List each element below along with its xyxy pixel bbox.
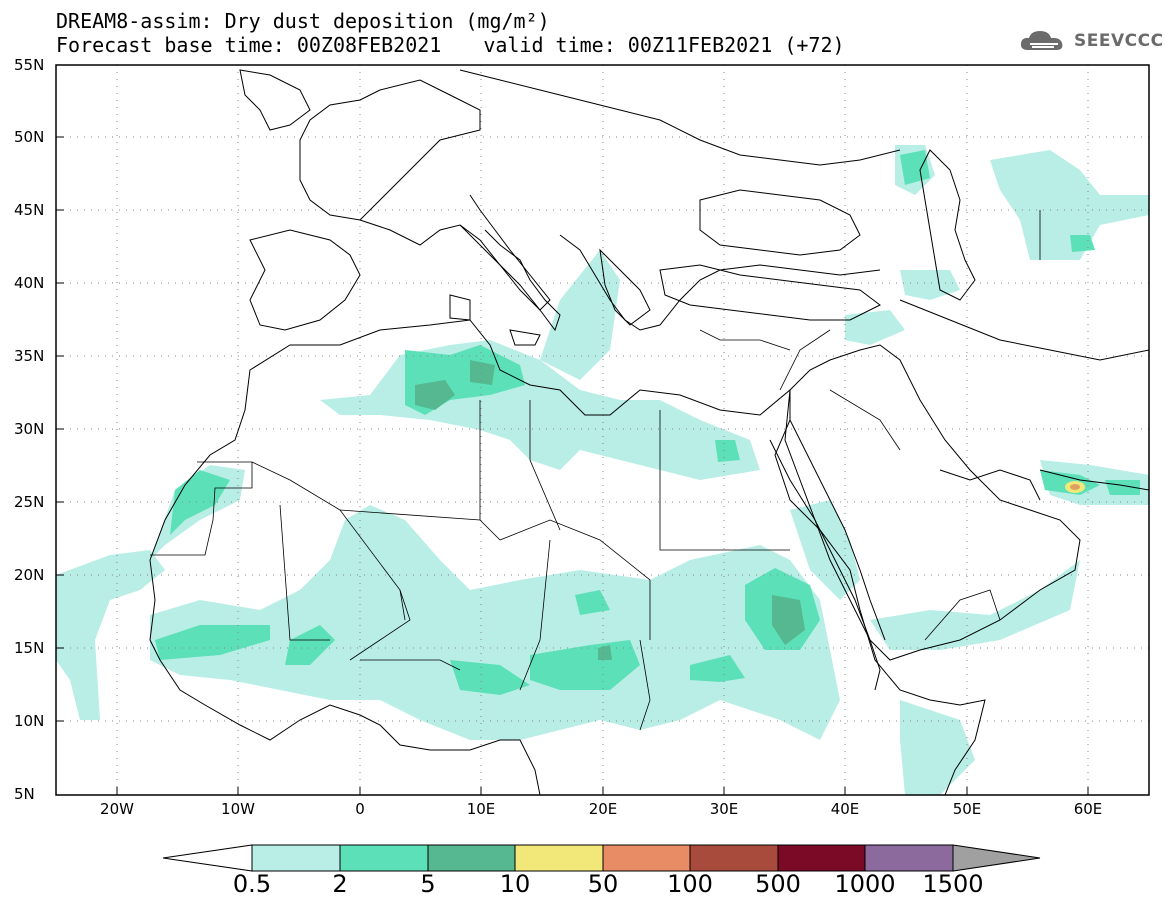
- colorbar-label: 5: [420, 870, 435, 898]
- lon-label: 20W: [100, 800, 134, 818]
- lon-label: 0: [355, 800, 365, 818]
- lat-label: 10N: [14, 712, 44, 730]
- colorbar-over-arrow: [953, 845, 1040, 871]
- colorbar-bin: [690, 845, 778, 871]
- colorbar-bin: [252, 845, 340, 871]
- colorbar-bin: [515, 845, 603, 871]
- lon-label: 50E: [953, 800, 982, 818]
- lat-label: 15N: [14, 639, 44, 657]
- colorbar-label: 0.5: [233, 870, 271, 898]
- colorbar-label: 50: [588, 870, 619, 898]
- colorbar-under-arrow: [163, 845, 252, 871]
- lat-label: 55N: [14, 56, 44, 74]
- colorbar-bin: [340, 845, 428, 871]
- colorbar-bin: [778, 845, 865, 871]
- lat-label: 35N: [14, 347, 44, 365]
- lon-label: 40E: [831, 800, 860, 818]
- lon-label: 10E: [467, 800, 496, 818]
- colorbar-label: 1000: [834, 870, 895, 898]
- colorbar-label: 500: [755, 870, 801, 898]
- lon-label: 30E: [710, 800, 739, 818]
- colorbar-label: 2: [332, 870, 347, 898]
- colorbar-label: 100: [667, 870, 713, 898]
- lat-label: 40N: [14, 274, 44, 292]
- dust-field-light: [56, 145, 1149, 795]
- lat-label: 50N: [14, 128, 44, 146]
- lat-label: 5N: [14, 785, 35, 803]
- colorbar: [163, 845, 1040, 871]
- colorbar-bin: [428, 845, 515, 871]
- lon-label: 10W: [221, 800, 255, 818]
- lon-label: 20E: [589, 800, 618, 818]
- lon-label: 60E: [1074, 800, 1103, 818]
- colorbar-label: 1500: [922, 870, 983, 898]
- lat-label: 30N: [14, 420, 44, 438]
- colorbar-bin: [865, 845, 953, 871]
- dust-field-high: [1065, 481, 1085, 493]
- lat-label: 45N: [14, 201, 44, 219]
- colorbar-bin: [603, 845, 690, 871]
- colorbar-label: 10: [500, 870, 531, 898]
- lat-label: 25N: [14, 493, 44, 511]
- lat-label: 20N: [14, 566, 44, 584]
